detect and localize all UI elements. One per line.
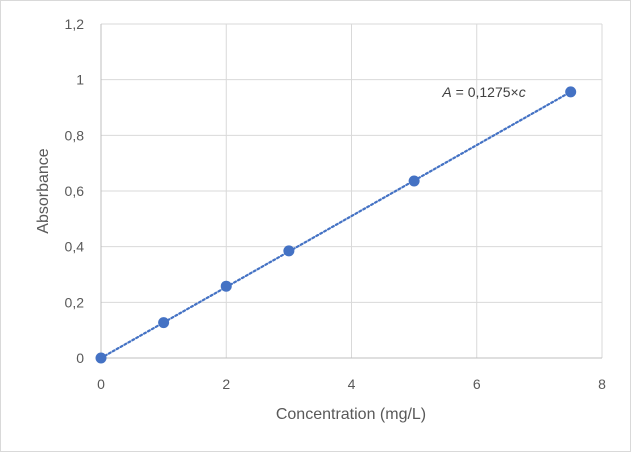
y-tick-label: 0,4 [65, 239, 85, 255]
y-tick-label: 1 [76, 72, 84, 88]
y-tick-label: 0,2 [65, 294, 85, 310]
data-points [95, 86, 577, 364]
data-point [220, 280, 232, 292]
y-tick-label: 1,2 [65, 16, 85, 32]
trendline-equation: A = 0,1275×c [441, 84, 525, 100]
x-tick-label: 6 [473, 376, 481, 392]
equation-variable-a: A [441, 84, 451, 100]
data-point [158, 317, 170, 329]
tick-labels: 0 2 4 6 8 0 0,2 0,4 0,6 0,8 1 1,2 [65, 16, 607, 392]
gridlines [101, 23, 603, 358]
trendline [99, 90, 572, 360]
x-tick-label: 2 [222, 376, 230, 392]
x-tick-label: 8 [598, 376, 606, 392]
y-tick-label: 0 [76, 350, 84, 366]
trendline-layer [99, 90, 572, 360]
y-axis-title: Absorbance [35, 148, 52, 233]
data-point [95, 352, 107, 364]
axes [100, 24, 602, 359]
x-axis-title: Concentration (mg/L) [276, 406, 426, 423]
x-tick-label: 0 [97, 376, 105, 392]
equation-middle: = 0,1275× [452, 84, 519, 100]
equation-variable-c: c [519, 84, 526, 100]
y-tick-label: 0,6 [65, 183, 85, 199]
data-point [565, 86, 577, 98]
x-tick-label: 4 [348, 376, 356, 392]
data-point [408, 175, 420, 187]
data-point [283, 245, 295, 257]
y-tick-label: 0,8 [65, 127, 85, 143]
